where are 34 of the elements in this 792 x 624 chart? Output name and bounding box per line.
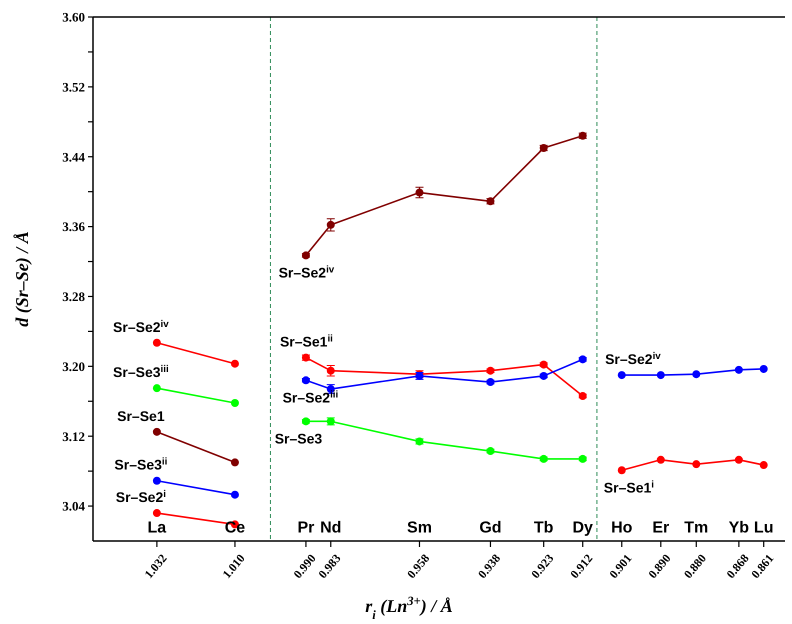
annotation: Ce	[224, 520, 246, 537]
annotation: Dy	[572, 520, 594, 537]
annotation: Tm	[684, 520, 708, 537]
x-axis-title: r$_{i}$ (Ln$^{3+}$) / Å	[365, 594, 453, 622]
series-label: Sr–Se3	[274, 430, 322, 446]
series-label: Sr–Se1	[117, 408, 165, 424]
annotation: Gd	[479, 520, 502, 537]
y-tick-label: 3.36	[62, 219, 86, 234]
annotation: Er	[652, 520, 670, 537]
y-tick-label: 3.60	[62, 10, 85, 25]
y-tick-label: 3.20	[62, 358, 85, 374]
annotation: Yb	[728, 520, 750, 537]
annotation: Lu	[754, 520, 774, 537]
y-tick-label: 3.28	[62, 289, 86, 304]
y-tick-label: 3.44	[62, 149, 86, 164]
series-label: Sr–Se2$^{iv}$	[278, 264, 335, 280]
annotation: La	[148, 520, 166, 537]
series-label: Sr–Se2$^{i}$	[116, 488, 166, 506]
series-label: Sr–Se3$^{ii}$	[114, 456, 168, 473]
series-label: Sr–Se1$^{i}$	[604, 478, 654, 496]
annotation: Nd	[320, 520, 342, 537]
series-label: Sr–Se2$^{iv}$	[113, 318, 170, 335]
y-axis-title: d (Sr–Se) / Å	[12, 231, 32, 327]
series-label: Sr–Se1$^{ii}$	[280, 333, 334, 350]
annotation: Sm	[407, 520, 432, 537]
y-tick-label: 3.04	[62, 498, 86, 514]
series-label: Sr–Se3$^{iii}$	[113, 364, 169, 380]
y-tick-label: 3.12	[62, 428, 85, 444]
annotation: Tb	[534, 520, 554, 537]
series-label: Sr–Se2$^{iv}$	[605, 350, 662, 368]
annotation: Pr	[297, 520, 314, 537]
y-tick-label: 3.52	[62, 79, 85, 94]
annotation: Ho	[611, 520, 633, 537]
series-label: Sr–Se2$^{iii}$	[282, 388, 339, 406]
